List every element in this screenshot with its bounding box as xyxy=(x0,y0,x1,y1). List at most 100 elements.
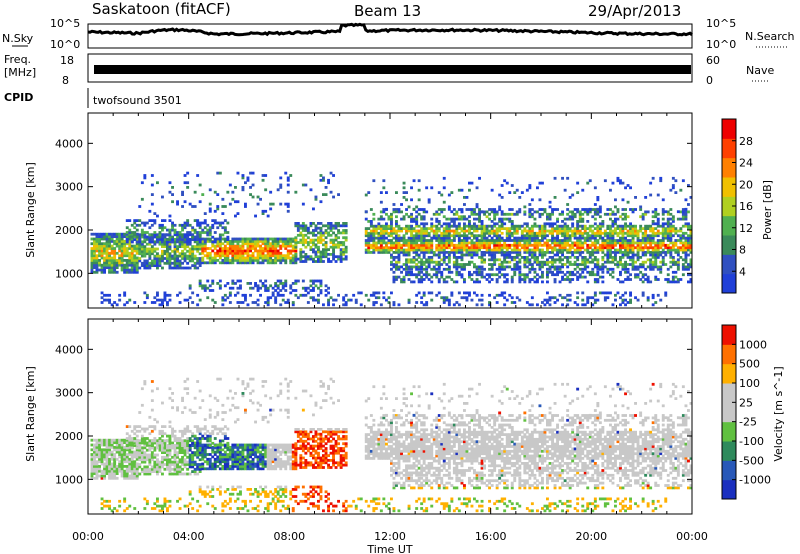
velocity-cell xyxy=(145,458,149,462)
power-cell xyxy=(332,257,335,261)
power-cell xyxy=(649,239,653,242)
cpid-value: twofsound 3501 xyxy=(93,94,182,107)
power-cell xyxy=(553,236,557,240)
power-cell xyxy=(445,298,449,302)
velocity-cell xyxy=(100,462,104,466)
power-cell xyxy=(485,229,489,233)
power-cell xyxy=(213,244,217,248)
power-cell xyxy=(601,243,605,247)
power-cell xyxy=(183,233,187,237)
power-cell xyxy=(500,217,504,221)
power-cell xyxy=(440,246,444,250)
power-cell xyxy=(286,178,290,182)
power-cell xyxy=(120,244,124,248)
power-cell xyxy=(616,227,620,230)
power-cell xyxy=(304,238,308,242)
power-cell xyxy=(150,261,154,265)
power-cell xyxy=(644,234,648,238)
power-cell xyxy=(410,231,413,235)
power-cell xyxy=(548,200,552,204)
power-cell xyxy=(425,270,429,274)
power-cell xyxy=(148,254,152,258)
power-cell xyxy=(374,227,378,230)
power-cell xyxy=(239,249,242,253)
power-cell xyxy=(687,203,690,206)
power-cell xyxy=(568,239,572,242)
power-cell xyxy=(279,244,283,248)
power-cell xyxy=(405,198,408,202)
power-cell xyxy=(566,176,570,180)
power-cell xyxy=(493,234,497,238)
power-cell xyxy=(427,246,431,250)
power-cell xyxy=(339,260,343,263)
power-cell xyxy=(374,248,378,252)
power-cell xyxy=(435,229,439,233)
velocity-cell xyxy=(120,441,124,444)
power-cell xyxy=(505,212,509,216)
power-cell xyxy=(188,202,192,206)
power-cell xyxy=(95,270,99,274)
power-cell xyxy=(644,241,648,245)
power-cell xyxy=(568,234,572,238)
power-cell xyxy=(478,243,481,247)
power-cell xyxy=(558,243,562,247)
power-cell xyxy=(644,253,648,257)
power-cell xyxy=(395,234,398,238)
power-cell xyxy=(460,210,464,214)
power-cell xyxy=(201,242,205,246)
power-cell xyxy=(425,234,429,238)
power-cell xyxy=(201,231,205,234)
power-cell xyxy=(296,257,300,261)
power-cell xyxy=(382,236,386,240)
power-cell xyxy=(410,260,413,264)
power-cell xyxy=(156,298,159,302)
velocity-cell xyxy=(90,476,94,480)
velocity-cell xyxy=(143,439,147,443)
power-cell xyxy=(422,239,426,242)
power-cell xyxy=(581,217,585,221)
power-cell xyxy=(125,242,129,246)
power-cell xyxy=(108,242,111,246)
power-colorbar-label: 24 xyxy=(739,157,753,170)
power-cell xyxy=(684,231,688,235)
power-cell xyxy=(284,289,288,292)
power-cell xyxy=(291,244,295,248)
power-cell xyxy=(629,229,632,233)
velocity-cell xyxy=(176,441,179,445)
velocity-cell xyxy=(125,448,129,452)
power-cell xyxy=(231,279,235,283)
velocity-cell xyxy=(186,467,190,471)
power-cell xyxy=(324,193,328,196)
power-cell xyxy=(558,212,562,216)
power-cell xyxy=(322,178,325,182)
power-cell xyxy=(435,227,439,230)
power-cell xyxy=(634,260,637,264)
power-cell xyxy=(133,233,137,237)
power-cell xyxy=(611,224,615,228)
power-cell xyxy=(503,246,507,250)
power-cell xyxy=(98,242,101,246)
power-cell xyxy=(294,257,298,261)
power-cell xyxy=(178,259,182,263)
power-cell xyxy=(463,196,466,199)
power-cell xyxy=(138,233,142,237)
power-cell xyxy=(641,291,645,295)
power-cell xyxy=(646,227,650,230)
velocity-cell xyxy=(118,455,122,459)
power-cell xyxy=(201,284,205,288)
power-cell xyxy=(387,227,391,230)
power-cell xyxy=(649,234,653,238)
power-cell xyxy=(447,251,451,254)
power-cell xyxy=(478,241,481,245)
power-cell xyxy=(193,247,197,251)
power-cell xyxy=(430,248,434,252)
power-cell xyxy=(150,301,154,304)
power-cell xyxy=(661,234,665,238)
power-cell xyxy=(442,215,446,219)
power-cell xyxy=(676,229,680,233)
power-cell xyxy=(528,251,532,254)
power-cell xyxy=(264,174,268,177)
power-cell xyxy=(598,231,602,235)
power-cell xyxy=(183,245,187,248)
power-cell xyxy=(437,222,441,226)
